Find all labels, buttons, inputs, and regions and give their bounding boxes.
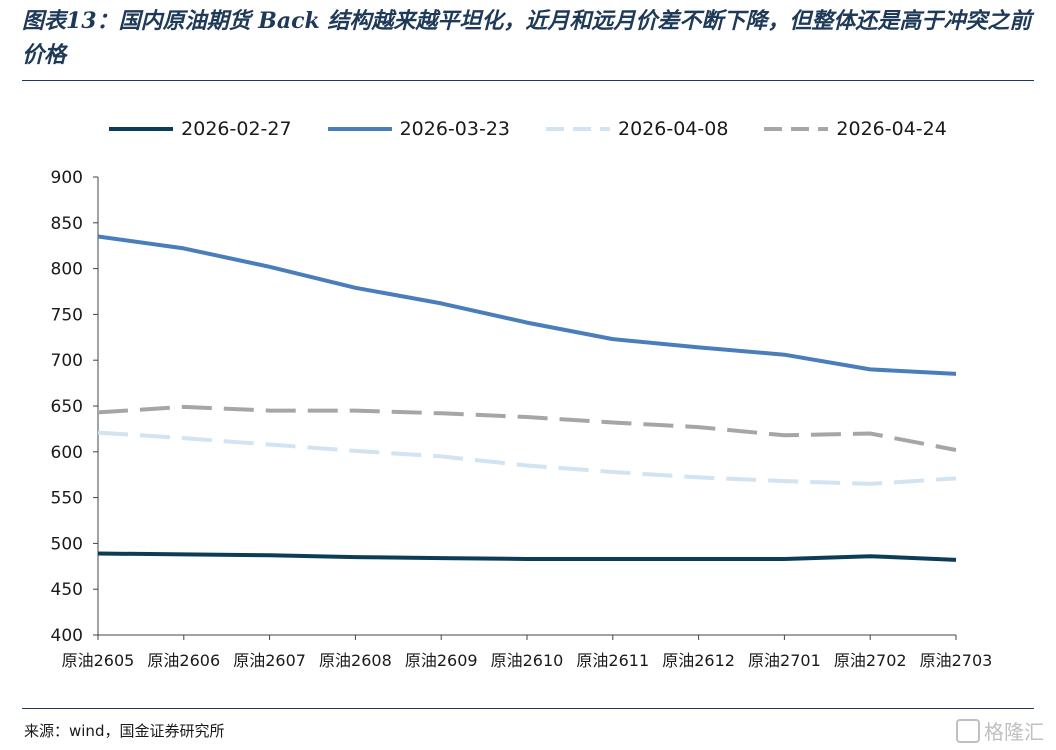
data-point [182,247,185,250]
legend-label: 2026-04-08 [618,118,728,140]
legend-label: 2026-04-24 [836,118,946,140]
y-tick-label: 700 [51,351,83,371]
data-point [97,552,100,555]
data-point [697,346,700,349]
chart-legend: 2026-02-27 2026-03-23 2026-04-08 2026-04-24 [0,114,1056,144]
data-point [869,482,872,485]
data-point [354,409,357,412]
watermark-text: 格隆汇 [984,716,1044,745]
x-tick-label: 原油2611 [576,651,649,670]
legend-swatch [328,124,392,134]
legend-item: 2026-02-27 [109,118,291,140]
x-tick-label: 原油2702 [834,651,907,670]
data-point [354,286,357,289]
series-line-2026-03-23 [98,237,956,374]
data-point [611,557,614,560]
y-tick-label: 850 [51,214,83,234]
x-tick-label: 原油2608 [319,651,392,670]
data-point [697,426,700,429]
data-point [955,558,958,561]
y-tick-label: 650 [51,397,83,417]
data-point [611,470,614,473]
legend-label: 2026-02-27 [181,118,291,140]
data-point [697,557,700,560]
legend-item: 2026-04-08 [546,118,728,140]
data-point [526,321,529,324]
legend-swatch [546,124,610,134]
series-line-2026-04-24 [98,407,956,450]
legend-swatch [109,124,173,134]
watermark-logo-icon [956,719,980,743]
data-point [268,443,271,446]
data-point [268,409,271,412]
data-point [97,431,100,434]
data-point [268,265,271,268]
y-tick-label: 450 [51,580,83,600]
watermark: 格隆汇 [956,716,1044,745]
y-tick-label: 750 [51,305,83,325]
series-line-2026-04-08 [98,433,956,484]
data-point [869,555,872,558]
data-point [611,421,614,424]
y-tick-label: 550 [51,489,83,509]
data-point [526,557,529,560]
x-tick-label: 原油2612 [662,651,735,670]
x-tick-label: 原油2609 [405,651,478,670]
title-divider [22,80,1034,81]
x-tick-label: 原油2607 [233,651,306,670]
y-tick-label: 400 [51,626,83,646]
legend-label: 2026-03-23 [400,118,510,140]
data-point [955,372,958,375]
x-tick-label: 原油2606 [147,651,220,670]
source-note: 来源：wind，国金证券研究所 [24,720,224,741]
data-point [268,554,271,557]
x-tick-label: 原油2605 [62,651,135,670]
data-point [783,480,786,483]
chart-title: 图表13：国内原油期货 Back 结构越来越平坦化，近月和远月价差不断下降，但整… [22,4,1037,72]
x-tick-label: 原油2703 [920,651,993,670]
data-point [526,415,529,418]
data-point [783,353,786,356]
data-point [611,338,614,341]
y-tick-label: 900 [51,168,83,188]
data-point [955,448,958,451]
x-tick-label: 原油2701 [748,651,821,670]
data-point [783,434,786,437]
data-point [182,437,185,440]
line-chart: 400 450 500 550 600 650 700 750 800 850 900 原油2605 原… [0,150,1056,690]
data-point [440,455,443,458]
legend-swatch [764,124,828,134]
data-point [182,553,185,556]
data-point [97,411,100,414]
data-point [97,235,100,238]
legend-item: 2026-03-23 [328,118,510,140]
y-tick-label: 600 [51,443,83,463]
legend-item: 2026-04-24 [764,118,946,140]
data-point [440,412,443,415]
data-point [440,302,443,305]
data-point [354,556,357,559]
data-point [354,449,357,452]
data-point [869,432,872,435]
data-point [526,464,529,467]
footer-divider [22,708,1034,709]
y-tick-label: 800 [51,260,83,280]
data-point [869,368,872,371]
data-point [440,557,443,560]
data-point [783,557,786,560]
data-point [955,477,958,480]
y-tick-label: 500 [51,534,83,554]
x-tick-label: 原油2610 [491,651,564,670]
data-point [182,405,185,408]
data-point [697,476,700,479]
